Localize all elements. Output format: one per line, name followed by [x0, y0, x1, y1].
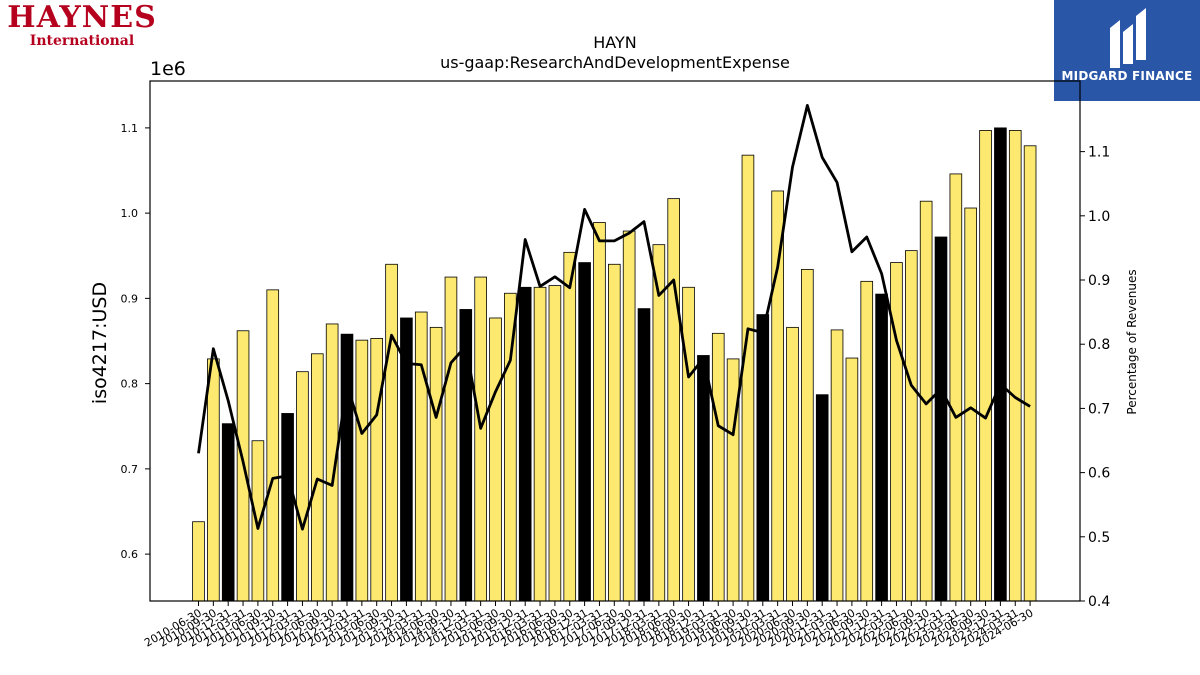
- midgard-mark-icon: [1110, 8, 1146, 68]
- bar: [504, 292, 517, 602]
- bar: [622, 230, 636, 602]
- y-offset-label: 1e6: [150, 58, 186, 80]
- bar: [637, 308, 651, 602]
- bar: [474, 276, 487, 602]
- bar: [815, 394, 829, 602]
- bar: [414, 311, 428, 602]
- y2-tick-label: 1.0: [1088, 209, 1110, 225]
- y2-axis-label: Percentage of Revenues: [1125, 269, 1139, 414]
- bar: [251, 440, 265, 602]
- bar: [221, 423, 235, 602]
- bar: [697, 355, 710, 602]
- bar: [444, 276, 458, 602]
- bar: [1008, 130, 1022, 602]
- bar: [533, 286, 547, 602]
- midgard-logo-name: MIDGARD FINANCE: [1061, 69, 1193, 83]
- bar: [786, 326, 799, 602]
- bar: [370, 338, 383, 602]
- bar: [905, 250, 918, 602]
- y2-tick-label: 0.9: [1088, 273, 1110, 289]
- bar: [964, 207, 977, 602]
- bar: [192, 521, 205, 602]
- y-axis-label: iso4217:USD: [89, 282, 111, 404]
- bar: [994, 127, 1007, 602]
- bar: [711, 332, 725, 602]
- bar: [934, 236, 948, 602]
- bar: [756, 314, 770, 602]
- bar: [340, 333, 354, 602]
- bar: [801, 268, 814, 602]
- bar: [281, 413, 294, 602]
- bar: [518, 286, 532, 602]
- chart-subtitle: us-gaap:ResearchAndDevelopmentExpense: [440, 53, 790, 72]
- bar: [890, 262, 903, 602]
- bar: [682, 286, 695, 602]
- y-tick-label: 1.1: [121, 122, 139, 135]
- bar: [296, 371, 309, 602]
- haynes-logo: HAYNES International: [4, 0, 160, 49]
- bar: [429, 326, 443, 602]
- bar: [266, 289, 280, 602]
- percentage-of-revenues-line: [197, 104, 1031, 531]
- bar: [563, 251, 577, 602]
- bar: [830, 329, 844, 602]
- bar: [608, 263, 621, 602]
- bar: [578, 262, 591, 602]
- bar: [949, 173, 963, 602]
- y-tick-label: 0.8: [121, 378, 139, 391]
- bar: [548, 285, 562, 602]
- bar: [207, 358, 220, 602]
- bar: [1023, 145, 1037, 602]
- bar: [593, 222, 606, 602]
- bar: [860, 280, 874, 602]
- y2-tick-label: 0.8: [1088, 337, 1110, 353]
- y2-tick-label: 0.5: [1088, 530, 1110, 546]
- plot-frame: [149, 80, 1081, 602]
- bar: [979, 130, 992, 602]
- haynes-logo-sub: International: [29, 33, 135, 49]
- bar: [400, 317, 413, 602]
- y-tick-label: 0.9: [121, 292, 139, 305]
- y2-tick-label: 0.4: [1088, 594, 1110, 610]
- y2-tick-label: 0.7: [1088, 401, 1110, 417]
- haynes-logo-name: HAYNES: [7, 0, 157, 35]
- y2-tick-label: 1.1: [1088, 145, 1110, 161]
- bar: [355, 339, 369, 602]
- y-tick-label: 1.0: [121, 207, 139, 220]
- chart-title: HAYN: [593, 33, 636, 52]
- bar: [845, 357, 859, 602]
- midgard-finance-logo: MIDGARD FINANCE: [1054, 0, 1200, 101]
- bar: [652, 244, 666, 602]
- y-tick-label: 0.6: [121, 548, 139, 561]
- bar: [771, 190, 784, 602]
- bar: [741, 154, 755, 602]
- bar: [875, 293, 888, 602]
- y-tick-label: 0.7: [121, 463, 139, 476]
- bar: [310, 353, 324, 602]
- bar: [667, 198, 680, 602]
- bar: [489, 317, 502, 602]
- bar: [385, 263, 398, 602]
- y2-tick-label: 0.6: [1088, 466, 1110, 482]
